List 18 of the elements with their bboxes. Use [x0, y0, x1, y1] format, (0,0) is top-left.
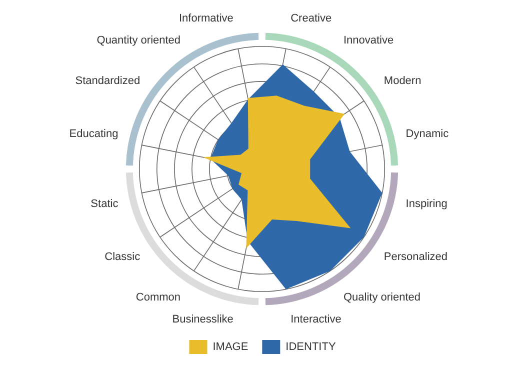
spoke-label: Businesslike	[172, 313, 234, 326]
spoke-label: Personalized	[384, 251, 448, 264]
spoke-label: Classic	[104, 251, 141, 264]
spoke-label: Static	[90, 198, 119, 210]
legend-label: IDENTITY	[286, 341, 336, 354]
spoke-label: Innovative	[343, 34, 394, 47]
spoke-label: Dynamic	[406, 128, 450, 140]
spoke-label: Interactive	[290, 313, 342, 326]
spoke-label: Inspiring	[406, 198, 448, 210]
spoke-label: Quantity oriented	[96, 34, 181, 47]
spoke-label: Informative	[178, 12, 234, 25]
spoke-label: Modern	[384, 74, 422, 87]
spoke-label: Creative	[290, 12, 332, 25]
spoke-label: Standardized	[75, 74, 140, 87]
legend-label: IMAGE	[212, 341, 248, 354]
spoke-label: Quality oriented	[343, 292, 421, 304]
spoke-label: Educating	[69, 128, 118, 140]
spoke-label: Common	[136, 292, 181, 304]
